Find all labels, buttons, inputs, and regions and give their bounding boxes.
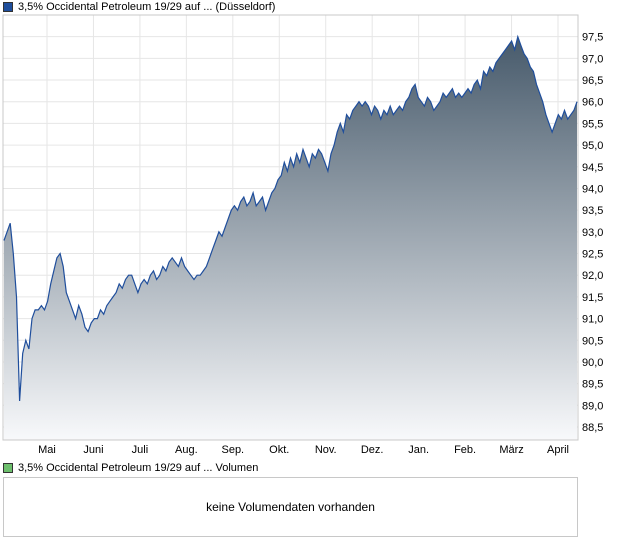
- volume-legend: 3,5% Occidental Petroleum 19/29 auf ... …: [3, 461, 258, 475]
- price-chart: 88,5 89,0 89,5 90,0 90,5 91,0 91,5 92,0 92,5 93,0…: [2, 14, 603, 456]
- y-tick-label: 96,0: [582, 97, 603, 109]
- y-tick-label: 90,5: [582, 335, 603, 347]
- volume-panel: keine Volumendaten vorhanden: [3, 477, 578, 537]
- plot-frame: [2, 14, 579, 441]
- volume-legend-label: 3,5% Occidental Petroleum 19/29 auf ... …: [18, 462, 259, 474]
- x-tick-label: Feb.: [454, 444, 476, 456]
- price-legend-label: 3,5% Occidental Petroleum 19/29 auf ... …: [18, 1, 276, 13]
- y-tick-label: 92,0: [582, 270, 603, 282]
- y-tick-label: 92,5: [582, 249, 603, 261]
- y-tick-label: 95,5: [582, 118, 603, 130]
- x-tick-label: Aug.: [175, 444, 198, 456]
- volume-legend-swatch: [3, 463, 13, 473]
- y-tick-label: 91,0: [582, 314, 603, 326]
- y-tick-label: 93,0: [582, 227, 603, 239]
- y-tick-label: 88,5: [582, 422, 603, 434]
- x-tick-label: Mai: [38, 444, 56, 456]
- x-tick-label: Nov.: [315, 444, 337, 456]
- y-tick-label: 94,5: [582, 162, 603, 174]
- price-legend: 3,5% Occidental Petroleum 19/29 auf ... …: [3, 0, 275, 14]
- y-tick-label: 93,5: [582, 205, 603, 217]
- x-tick-label: April: [547, 444, 569, 456]
- y-tick-label: 94,0: [582, 183, 603, 195]
- y-tick-label: 97,5: [582, 32, 603, 44]
- price-area: [4, 36, 577, 440]
- price-line: [3, 34, 578, 402]
- y-tick-label: 90,0: [582, 357, 603, 369]
- y-tick-label: 97,0: [582, 53, 603, 65]
- price-legend-swatch: [3, 2, 13, 12]
- y-tick-label: 95,0: [582, 140, 603, 152]
- x-tick-label: Juni: [83, 444, 103, 456]
- y-tick-label: 89,0: [582, 400, 603, 412]
- x-tick-label: Dez.: [361, 444, 384, 456]
- y-tick-label: 96,5: [582, 75, 603, 87]
- y-tick-label: 89,5: [582, 379, 603, 391]
- x-tick-label: Okt.: [269, 444, 289, 456]
- x-tick-label: März: [499, 444, 523, 456]
- x-tick-label: Sep.: [221, 444, 244, 456]
- x-tick-label: Juli: [132, 444, 149, 456]
- x-tick-label: Jan.: [408, 444, 429, 456]
- no-volume-message: keine Volumendaten vorhanden: [206, 500, 375, 514]
- y-tick-label: 91,5: [582, 292, 603, 304]
